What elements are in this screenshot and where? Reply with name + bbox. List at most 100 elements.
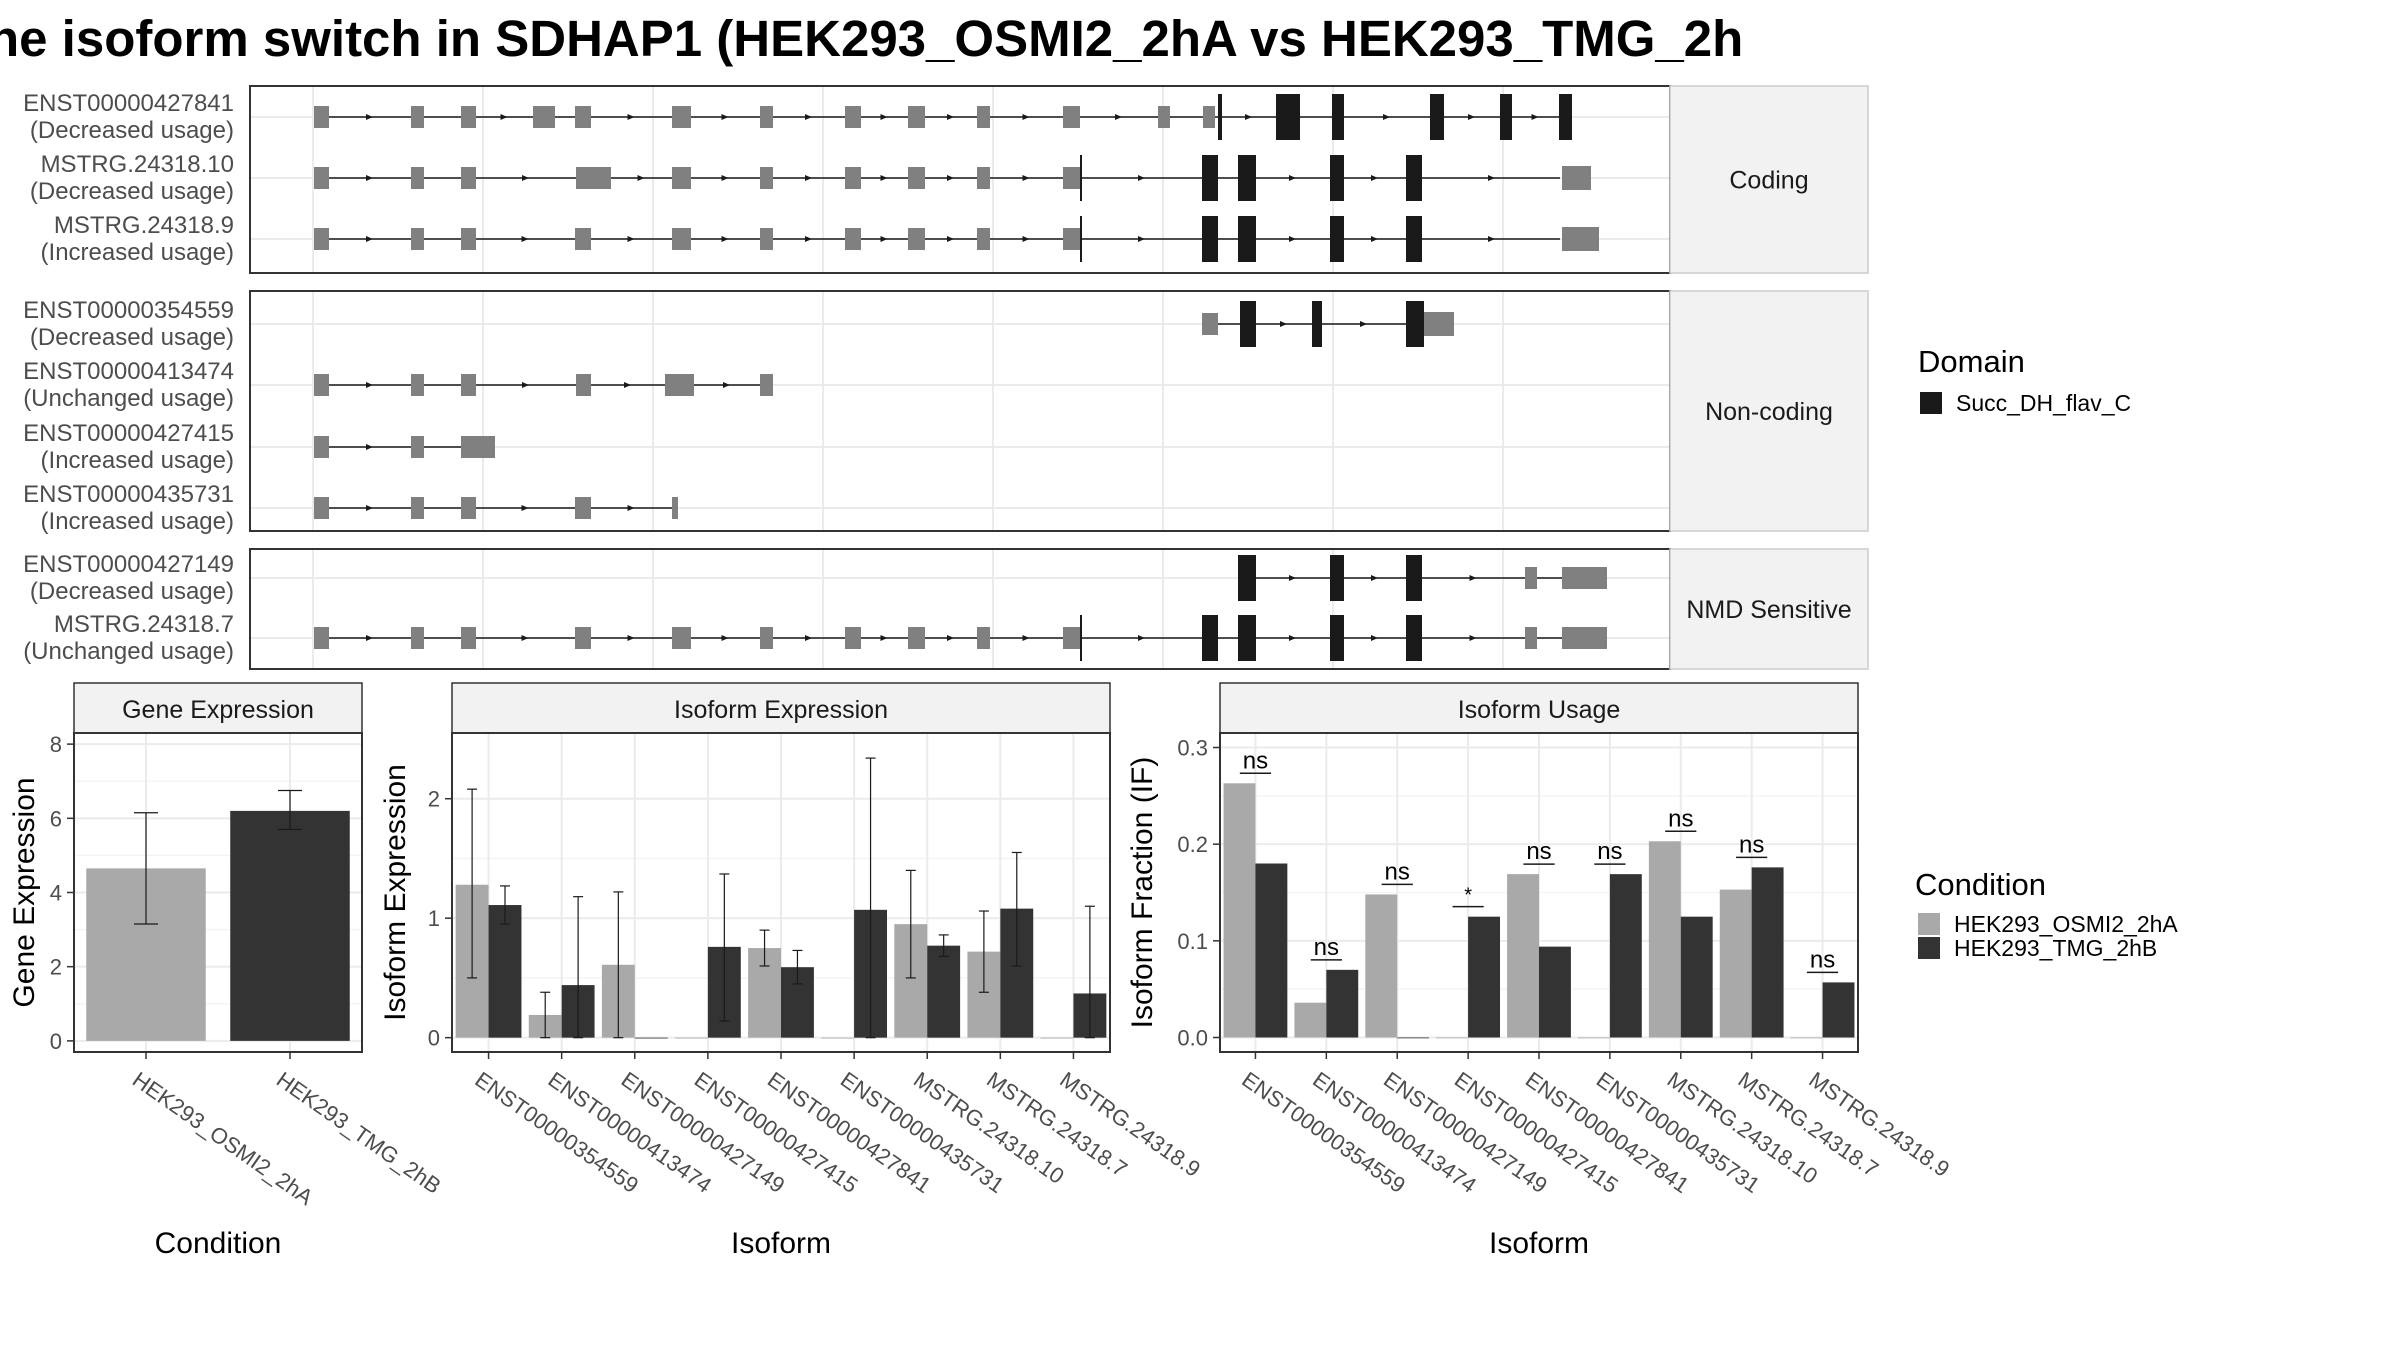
- exon: [1063, 627, 1080, 649]
- bar: [1397, 1037, 1430, 1039]
- chart-panel-title: Gene Expression: [122, 696, 314, 724]
- y-tick-label: 0.1: [1177, 929, 1208, 954]
- transcript-id-label: ENST00000413474: [23, 358, 234, 385]
- x-axis-title: Isoform: [731, 1227, 831, 1260]
- domain-exon: [1202, 216, 1218, 262]
- exon: [672, 228, 691, 250]
- exon: [1562, 166, 1591, 190]
- domain-exon: [1202, 155, 1218, 201]
- exon: [672, 106, 691, 128]
- exon: [845, 228, 861, 250]
- exon: [1562, 567, 1607, 589]
- exon: [760, 106, 773, 128]
- exon: [576, 374, 591, 396]
- intron-arrow: [366, 382, 373, 388]
- exon: [533, 106, 555, 128]
- structure-strip: [1669, 85, 1869, 274]
- domain-exon: [1500, 94, 1512, 140]
- y-tick-label: 0.3: [1177, 736, 1208, 761]
- intron-arrow: [947, 635, 954, 641]
- exon: [461, 106, 476, 128]
- exon: [575, 106, 591, 128]
- intron-arrow: [627, 236, 635, 242]
- transcript-id-label: ENST00000435731: [23, 481, 234, 508]
- intron-arrow: [721, 175, 729, 181]
- exon: [908, 167, 925, 189]
- intron-arrow: [1115, 114, 1122, 120]
- bar: [1040, 1037, 1074, 1039]
- exon: [1203, 106, 1215, 128]
- intron-arrow: [1289, 635, 1296, 641]
- exon: [314, 228, 329, 250]
- transcript-id-label: ENST00000427841: [23, 90, 234, 117]
- significance-label: ns: [1385, 858, 1410, 885]
- intron-arrow: [1360, 321, 1367, 327]
- bar: [1790, 1037, 1823, 1039]
- exon: [1562, 227, 1599, 251]
- exon: [461, 228, 476, 250]
- chart-strip: [73, 682, 363, 734]
- domain-exon: [1240, 301, 1256, 347]
- domain-exon: [1430, 94, 1444, 140]
- exon: [411, 627, 424, 649]
- domain-exon: [1406, 155, 1422, 201]
- bar: [1822, 982, 1855, 1038]
- structure-strip: [1669, 548, 1869, 670]
- exon: [461, 167, 476, 189]
- intron-arrow: [1488, 175, 1495, 181]
- expression-charts: Gene Expression02468HEK293_OSMI2_2hAHEK2…: [8, 682, 1954, 1260]
- domain-exon: [1240, 555, 1256, 601]
- x-axis-title: Isoform: [1489, 1227, 1589, 1260]
- transcript-id-label: ENST00000354559: [23, 297, 234, 324]
- y-tick-label: 8: [50, 732, 62, 757]
- transcript-usage-label: (Unchanged usage): [23, 385, 234, 412]
- y-tick-label: 2: [50, 955, 62, 980]
- domain-exon: [1332, 94, 1344, 140]
- structure-strip: [1669, 290, 1869, 532]
- bar: [1255, 863, 1288, 1038]
- bars: ns ns ns * ns ns ns ns ns: [1223, 747, 1855, 1039]
- exon: [461, 436, 495, 458]
- domain-legend-swatch: [1920, 392, 1942, 414]
- intron-arrow: [805, 114, 812, 120]
- exon: [411, 228, 424, 250]
- transcript-id-label: MSTRG.24318.7: [54, 611, 234, 638]
- exon: [461, 497, 476, 519]
- bar: [1719, 889, 1752, 1038]
- transcript-id-label: ENST00000427415: [23, 420, 234, 447]
- intron-arrow: [637, 175, 645, 181]
- exon: [908, 106, 925, 128]
- exon: [672, 497, 678, 519]
- condition-legend-swatch-b: [1918, 937, 1940, 959]
- significance-label: *: [1464, 885, 1472, 907]
- exon: [1562, 627, 1607, 649]
- bar: [1436, 1037, 1469, 1039]
- domain-exon: [1406, 555, 1422, 601]
- intron-arrow: [880, 635, 888, 641]
- y-axis-title: Isoform Fraction (IF): [1126, 757, 1159, 1029]
- intron-arrow: [1289, 236, 1296, 242]
- intron-arrow: [1138, 236, 1145, 242]
- bar: [1539, 946, 1571, 1038]
- exon: [845, 167, 861, 189]
- intron-arrow: [1371, 575, 1378, 581]
- condition-legend-label-a: HEK293_OSMI2_2hA: [1954, 911, 2178, 937]
- bar: [1507, 874, 1539, 1038]
- intron-arrow: [1138, 175, 1145, 181]
- y-tick-label: 0.2: [1177, 832, 1208, 857]
- intron-arrow: [522, 175, 529, 181]
- intron-arrow: [627, 635, 635, 641]
- exon: [977, 228, 990, 250]
- intron-arrow: [880, 175, 888, 181]
- bar: [1326, 969, 1359, 1038]
- intron-arrow: [521, 505, 529, 511]
- intron-arrow: [880, 236, 888, 242]
- domain-exon: [1330, 615, 1344, 661]
- exon: [575, 228, 591, 250]
- exon: [760, 374, 773, 396]
- bar: [1223, 783, 1256, 1038]
- bar: [1468, 916, 1501, 1038]
